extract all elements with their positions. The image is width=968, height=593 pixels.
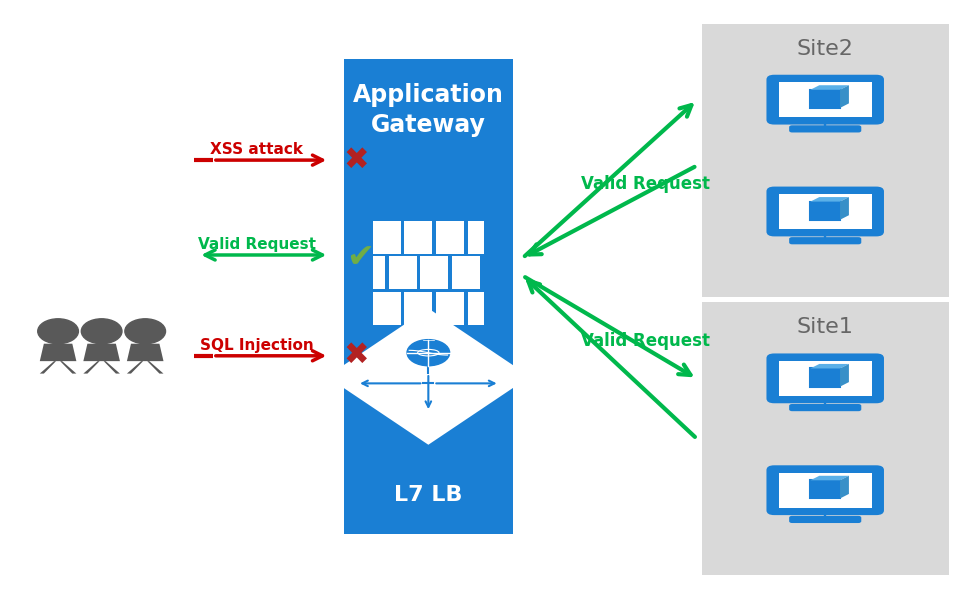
FancyBboxPatch shape — [810, 480, 840, 499]
Polygon shape — [840, 364, 849, 387]
Polygon shape — [810, 364, 849, 368]
Polygon shape — [40, 361, 56, 374]
FancyBboxPatch shape — [779, 361, 871, 396]
Text: Valid Request: Valid Request — [581, 332, 710, 350]
Polygon shape — [83, 361, 100, 374]
Text: ✖: ✖ — [344, 146, 369, 174]
Polygon shape — [147, 361, 164, 374]
FancyBboxPatch shape — [405, 221, 433, 254]
Text: Application
Gateway: Application Gateway — [353, 83, 503, 137]
FancyBboxPatch shape — [779, 194, 871, 229]
Text: Site2: Site2 — [797, 39, 854, 59]
FancyBboxPatch shape — [437, 221, 465, 254]
FancyBboxPatch shape — [767, 75, 884, 125]
FancyBboxPatch shape — [405, 292, 433, 325]
FancyBboxPatch shape — [469, 292, 484, 325]
FancyBboxPatch shape — [702, 24, 949, 296]
FancyBboxPatch shape — [810, 368, 840, 387]
Text: XSS attack: XSS attack — [210, 142, 303, 157]
Polygon shape — [104, 361, 120, 374]
Polygon shape — [840, 197, 849, 220]
FancyBboxPatch shape — [373, 256, 384, 289]
FancyBboxPatch shape — [469, 221, 484, 254]
Polygon shape — [83, 344, 120, 361]
Text: L7 LB: L7 LB — [394, 485, 463, 505]
FancyBboxPatch shape — [344, 59, 513, 534]
FancyBboxPatch shape — [789, 237, 862, 244]
Polygon shape — [810, 85, 849, 90]
Text: WAF: WAF — [404, 338, 453, 357]
Polygon shape — [810, 476, 849, 480]
Polygon shape — [840, 476, 849, 499]
Text: Valid Request: Valid Request — [197, 237, 316, 252]
FancyBboxPatch shape — [810, 90, 840, 108]
FancyBboxPatch shape — [789, 404, 862, 411]
FancyBboxPatch shape — [373, 292, 401, 325]
Text: ✔: ✔ — [347, 241, 375, 275]
FancyBboxPatch shape — [388, 256, 416, 289]
FancyBboxPatch shape — [779, 82, 871, 117]
FancyBboxPatch shape — [810, 202, 840, 220]
FancyBboxPatch shape — [767, 353, 884, 403]
FancyBboxPatch shape — [789, 516, 862, 523]
Circle shape — [81, 319, 122, 344]
Polygon shape — [40, 344, 76, 361]
Polygon shape — [810, 197, 849, 202]
Polygon shape — [60, 361, 76, 374]
Circle shape — [408, 340, 449, 366]
FancyBboxPatch shape — [452, 256, 480, 289]
FancyBboxPatch shape — [437, 292, 465, 325]
FancyBboxPatch shape — [373, 221, 401, 254]
Text: Valid Request: Valid Request — [581, 175, 710, 193]
Polygon shape — [840, 85, 849, 108]
Circle shape — [125, 319, 166, 344]
FancyBboxPatch shape — [702, 302, 949, 575]
FancyBboxPatch shape — [767, 466, 884, 515]
Circle shape — [38, 319, 78, 344]
FancyBboxPatch shape — [789, 125, 862, 132]
FancyBboxPatch shape — [767, 187, 884, 237]
FancyBboxPatch shape — [779, 473, 871, 508]
Polygon shape — [127, 344, 164, 361]
Polygon shape — [127, 361, 143, 374]
FancyBboxPatch shape — [420, 256, 448, 289]
Polygon shape — [327, 308, 530, 445]
Text: Site1: Site1 — [797, 317, 854, 337]
Text: ✖: ✖ — [344, 342, 369, 370]
Text: SQL Injection: SQL Injection — [199, 338, 314, 353]
